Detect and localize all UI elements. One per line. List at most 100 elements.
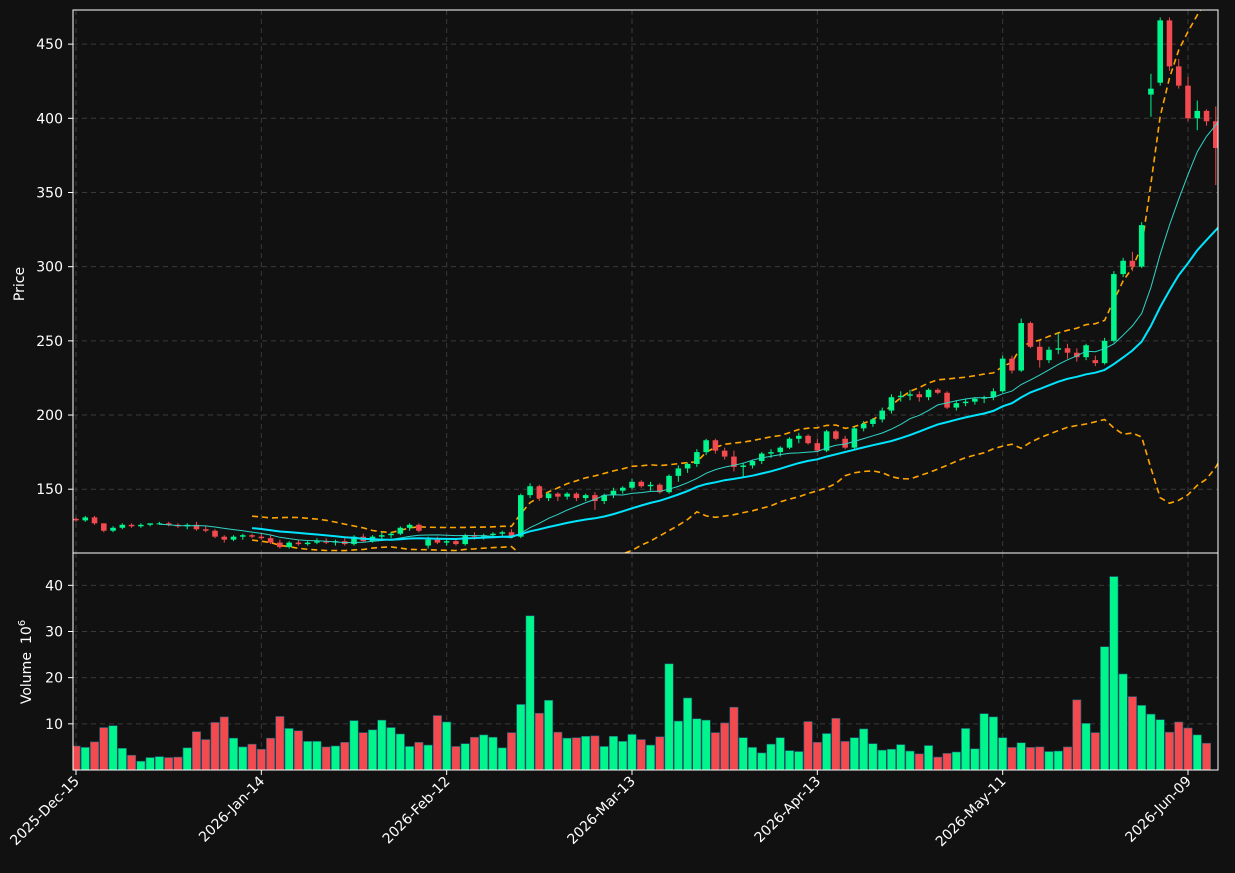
candle-body bbox=[304, 542, 311, 545]
candle-body bbox=[462, 535, 468, 545]
candle-body bbox=[823, 431, 830, 451]
volume-bar bbox=[1174, 721, 1184, 770]
candle-body bbox=[731, 456, 737, 467]
volume-bar bbox=[785, 750, 795, 770]
candle-body bbox=[406, 524, 413, 528]
candle-body bbox=[323, 541, 329, 543]
volume-bars bbox=[73, 576, 1212, 770]
candle-body bbox=[545, 493, 552, 499]
candle-body bbox=[397, 527, 404, 534]
volume-tick-label: 30 bbox=[45, 624, 63, 640]
candle-body bbox=[314, 541, 320, 543]
volume-bar bbox=[1155, 719, 1165, 770]
volume-bar bbox=[442, 721, 452, 770]
candle-body bbox=[221, 536, 228, 540]
volume-bar bbox=[1100, 646, 1110, 770]
candle-body bbox=[147, 523, 153, 525]
candle-body bbox=[962, 401, 969, 404]
candle-body bbox=[518, 495, 524, 537]
volume-bar bbox=[432, 715, 442, 770]
volume-bar bbox=[1164, 731, 1174, 770]
candle-body bbox=[851, 428, 858, 448]
volume-bar bbox=[599, 746, 609, 770]
candle-body bbox=[1213, 121, 1218, 148]
volume-bar bbox=[516, 704, 526, 770]
volume-axis-label: Volume 106 bbox=[17, 620, 35, 704]
candle-body bbox=[740, 465, 746, 467]
candle-body bbox=[416, 524, 422, 531]
volume-bar bbox=[868, 743, 878, 770]
candle-body bbox=[814, 443, 821, 451]
candle-body bbox=[833, 431, 839, 439]
candle-body bbox=[508, 532, 515, 537]
candle-body bbox=[101, 523, 107, 531]
candle-body bbox=[796, 435, 802, 439]
volume-bar bbox=[451, 746, 461, 770]
volume-bar bbox=[1081, 723, 1091, 770]
volume-bar bbox=[1053, 750, 1063, 770]
volume-bar bbox=[293, 730, 303, 770]
candle-body bbox=[1194, 110, 1201, 119]
candle-body bbox=[230, 536, 237, 540]
candle-body bbox=[564, 493, 570, 497]
sma-long-line bbox=[252, 226, 1218, 541]
candle-body bbox=[582, 495, 589, 499]
candle-body bbox=[434, 539, 441, 543]
volume-bar bbox=[646, 744, 656, 770]
candle-body bbox=[657, 484, 663, 493]
candle-body bbox=[619, 487, 626, 491]
volume-bar bbox=[312, 741, 322, 770]
volume-bar bbox=[182, 747, 192, 770]
volume-bar bbox=[738, 737, 748, 770]
price-tick-label: 300 bbox=[36, 260, 63, 276]
volume-label-text: Volume bbox=[19, 652, 35, 704]
candle-body bbox=[879, 410, 885, 420]
candle-body bbox=[128, 524, 135, 527]
candle-body bbox=[777, 447, 784, 453]
candle-body bbox=[1064, 348, 1071, 353]
volume-bar bbox=[210, 722, 220, 770]
candle-body bbox=[527, 486, 533, 496]
volume-bar bbox=[488, 736, 498, 770]
volume-bar bbox=[840, 741, 850, 770]
volume-bar bbox=[80, 747, 90, 770]
volume-bar bbox=[1183, 727, 1193, 770]
volume-bar bbox=[803, 721, 813, 770]
volume-bar bbox=[1202, 742, 1212, 770]
candle-body bbox=[351, 536, 357, 545]
candle-body bbox=[694, 452, 700, 464]
candle-body bbox=[91, 517, 98, 524]
candle-body bbox=[647, 484, 654, 487]
candle-body bbox=[1120, 260, 1126, 275]
volume-bar bbox=[757, 752, 767, 770]
candle-body bbox=[490, 533, 496, 536]
volume-bar bbox=[710, 732, 720, 770]
volume-bar bbox=[636, 739, 646, 770]
candle-body bbox=[999, 358, 1006, 392]
upper-band-line bbox=[252, 10, 1202, 534]
volume-bar bbox=[933, 756, 943, 770]
volume-bar bbox=[924, 745, 934, 770]
volume-bar bbox=[618, 741, 628, 770]
price-tick-label: 250 bbox=[36, 334, 63, 350]
volume-bar bbox=[1192, 734, 1202, 770]
volume-bar bbox=[358, 732, 368, 770]
volume-bar bbox=[998, 737, 1008, 770]
volume-bar bbox=[562, 737, 572, 770]
volume-bar bbox=[571, 737, 581, 770]
volume-bar bbox=[238, 746, 248, 770]
volume-bar bbox=[534, 712, 544, 770]
candlesticks bbox=[73, 17, 1218, 549]
candle-body bbox=[990, 391, 997, 398]
candle-body bbox=[193, 524, 200, 530]
candle-body bbox=[768, 452, 774, 454]
volume-bar bbox=[1007, 747, 1017, 770]
volume-bar bbox=[229, 737, 239, 770]
volume-bar bbox=[988, 716, 998, 770]
volume-bar bbox=[1063, 746, 1073, 770]
volume-bar bbox=[859, 728, 869, 770]
candle-body bbox=[1148, 88, 1154, 95]
volume-bar bbox=[349, 720, 359, 770]
price-tick-label: 200 bbox=[36, 408, 63, 424]
